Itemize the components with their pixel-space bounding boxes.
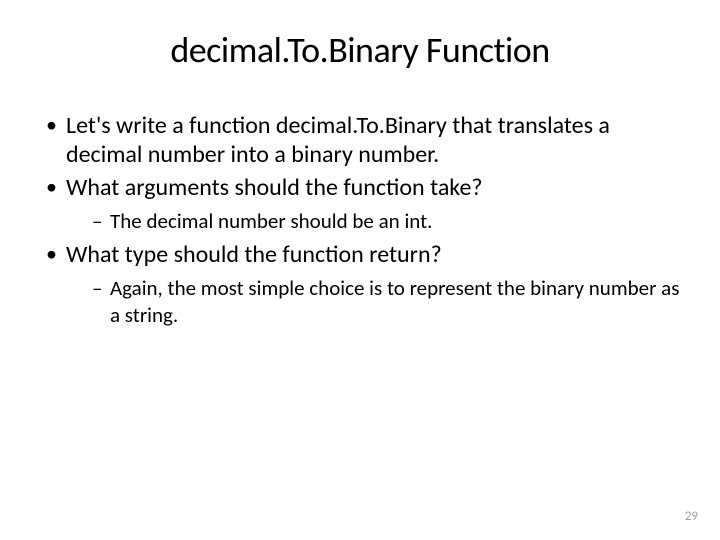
slide-title: decimal.To.Binary Function bbox=[40, 28, 680, 72]
sub-bullet-list: Again, the most simple choice is to repr… bbox=[66, 275, 680, 328]
bullet-text: What arguments should the function take? bbox=[66, 173, 483, 202]
page-number: 29 bbox=[685, 509, 698, 524]
slide-container: decimal.To.Binary Function Let's write a… bbox=[0, 0, 720, 540]
slide-content: Let's write a function decimal.To.Binary… bbox=[40, 112, 680, 328]
bullet-text: Let's write a function decimal.To.Binary… bbox=[66, 111, 610, 169]
bullet-text: What type should the function return? bbox=[66, 240, 442, 269]
sub-bullet-item: The decimal number should be an int. bbox=[92, 208, 680, 234]
sub-bullet-text: Again, the most simple choice is to repr… bbox=[110, 275, 679, 327]
sub-bullet-list: The decimal number should be an int. bbox=[66, 208, 680, 234]
bullet-item: Let's write a function decimal.To.Binary… bbox=[44, 112, 680, 170]
bullet-item: What type should the function return? Ag… bbox=[44, 241, 680, 328]
sub-bullet-text: The decimal number should be an int. bbox=[110, 208, 432, 234]
sub-bullet-item: Again, the most simple choice is to repr… bbox=[92, 275, 680, 328]
bullet-list: Let's write a function decimal.To.Binary… bbox=[44, 112, 680, 328]
bullet-item: What arguments should the function take?… bbox=[44, 174, 680, 235]
